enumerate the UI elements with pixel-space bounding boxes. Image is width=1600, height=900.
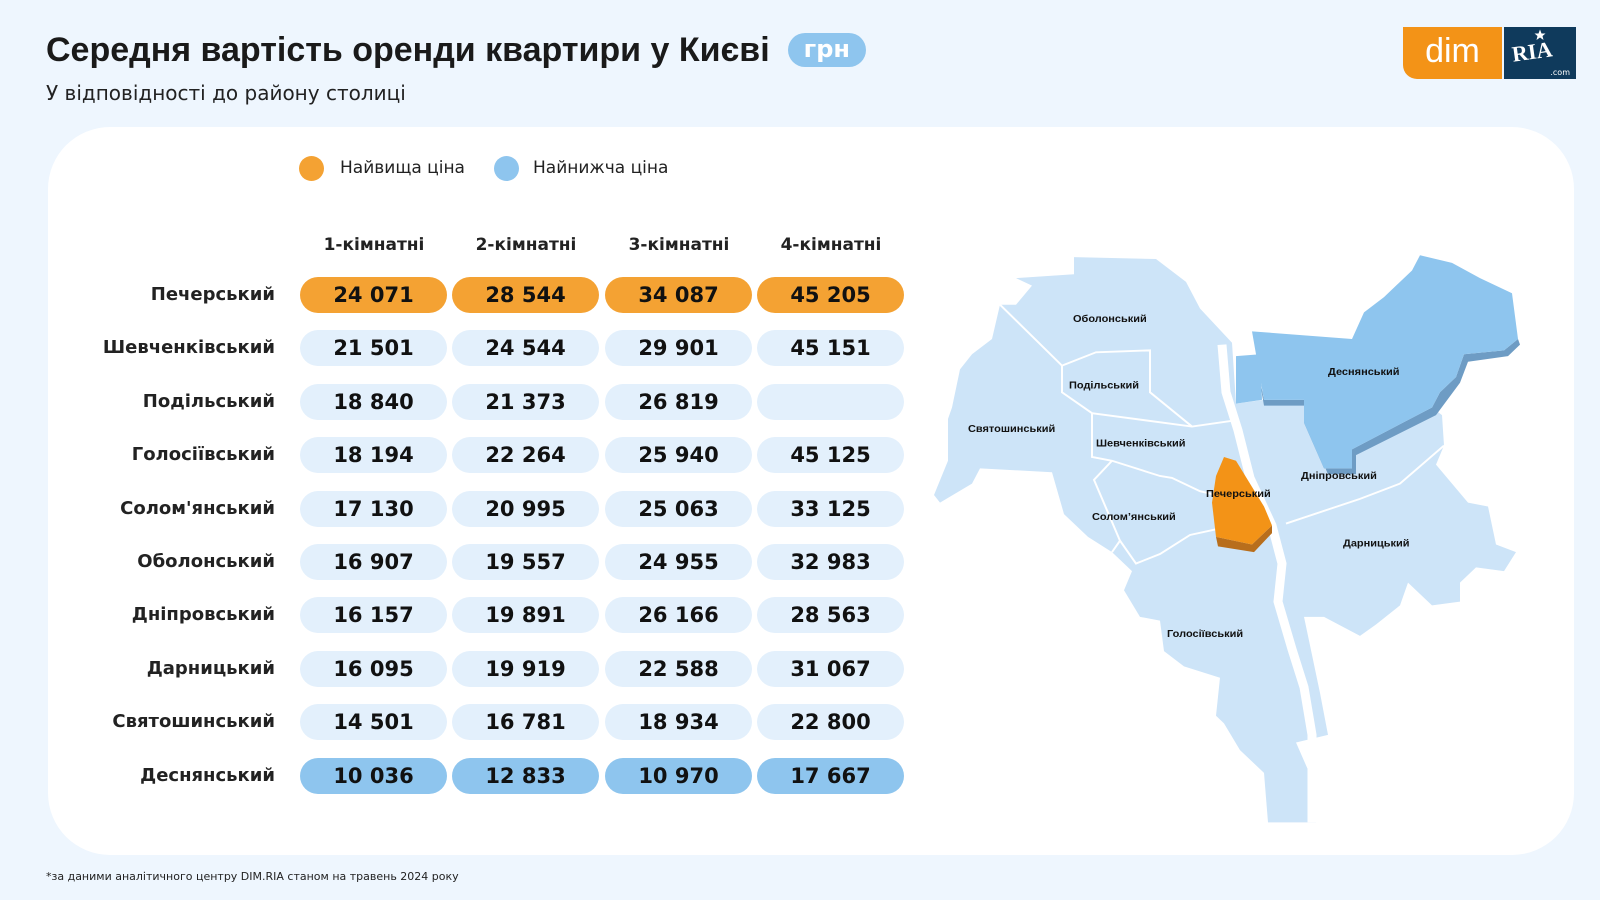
dim-ria-logo: dim RIA .com: [1403, 27, 1576, 79]
row-label-district: Голосіївський: [131, 444, 275, 466]
price-cell: 45 151: [757, 330, 904, 367]
title-row: Середня вартість оренди квартири у Києві…: [46, 28, 866, 72]
price-cell: 20 995: [452, 490, 599, 527]
price-cell: 45 205: [757, 277, 904, 313]
district-pecherskyi: [1212, 456, 1272, 545]
pecherskyi-shadow: [1216, 525, 1272, 553]
price-cell: 16 781: [452, 704, 599, 741]
price-cell: 28 563: [757, 597, 904, 634]
row-label-district: Солом'янський: [120, 497, 275, 519]
price-cell: 14 501: [300, 704, 447, 741]
legend-lowest-label: Найнижча ціна: [533, 158, 669, 178]
price-cell: 31 067: [757, 650, 904, 687]
price-cell: 22 800: [757, 704, 904, 741]
price-cell: 18 840: [300, 383, 447, 420]
price-cell: 22 588: [605, 650, 752, 687]
kyiv-districts-map: Оболонський Подільський Святошинський Ше…: [934, 255, 1520, 823]
unit-badge: грн: [787, 33, 866, 67]
price-cell: 17 130: [300, 490, 447, 527]
row-label-district: Печерський: [150, 284, 275, 305]
price-cell: 10 970: [605, 757, 752, 794]
price-cell: 45 125: [757, 437, 904, 474]
price-cell: 29 901: [605, 330, 752, 367]
legend-highest-dot: [299, 156, 324, 181]
price-cell: 21 373: [452, 383, 599, 420]
map-label-dniprovskyi: Дніпровський: [1301, 470, 1377, 482]
column-header: 3-кімнатні: [628, 235, 730, 255]
price-cell: 16 157: [300, 597, 447, 634]
legend-highest-label: Найвища ціна: [340, 158, 465, 178]
map-label-darnytskyi: Дарницький: [1343, 538, 1410, 550]
price-cell: 17 667: [757, 757, 904, 794]
column-header: 1-кімнатні: [323, 235, 425, 255]
price-cell: 24 544: [452, 330, 599, 367]
map-label-podilskyi: Подільський: [1069, 380, 1139, 392]
price-cell: [757, 383, 904, 420]
district-desnianskyi-island: [1236, 354, 1262, 404]
price-cell: 33 125: [757, 490, 904, 527]
price-cell: 10 036: [300, 757, 447, 794]
dnipro-river: [1217, 344, 1317, 823]
desnianskyi-shadow: [1256, 338, 1520, 475]
price-cell: 34 087: [605, 277, 752, 313]
row-label-district: Шевченківський: [102, 337, 275, 359]
page-subtitle: У відповідності до району столиці: [46, 81, 406, 105]
logo-com-text: .com: [1550, 68, 1570, 77]
column-header: 4-кімнатні: [780, 235, 882, 255]
price-cell: 16 095: [300, 650, 447, 687]
logo-ria: RIA .com: [1504, 27, 1576, 79]
row-label-district: Оболонський: [137, 551, 275, 572]
price-cell: 24 955: [605, 544, 752, 580]
footnote: *за даними аналітичного центру DIM.RIA с…: [46, 870, 459, 883]
column-header: 2-кімнатні: [475, 235, 577, 255]
row-label-district: Деснянський: [140, 764, 275, 786]
price-cell: 28 544: [452, 277, 599, 313]
price-cell: 21 501: [300, 330, 447, 367]
price-cell: 19 557: [452, 544, 599, 580]
row-label-district: Дарницький: [146, 657, 275, 679]
price-cell: 25 940: [605, 437, 752, 474]
map-label-obolonskyi: Оболонський: [1073, 313, 1147, 325]
price-cell: 19 919: [452, 650, 599, 687]
price-cell: 18 934: [605, 704, 752, 741]
price-cell: 26 819: [605, 383, 752, 420]
row-label-district: Дніпровський: [131, 604, 275, 626]
logo-dim: dim: [1403, 27, 1502, 79]
district-borders: [999, 304, 1445, 565]
price-cell: 22 264: [452, 437, 599, 474]
district-desnianskyi: [1252, 255, 1518, 469]
price-cell: 25 063: [605, 490, 752, 527]
row-label-district: Подільський: [142, 390, 275, 412]
price-cell: 24 071: [300, 277, 447, 313]
map-label-sviatoshynskyi: Святошинський: [968, 423, 1055, 435]
logo-ria-text: RIA: [1510, 36, 1554, 67]
map-label-holosiivskyi: Голосіївський: [1167, 628, 1243, 640]
price-cell: 32 983: [757, 544, 904, 580]
page-title: Середня вартість оренди квартири у Києві: [46, 31, 770, 69]
star-icon: [1534, 29, 1546, 40]
map-label-pecherskyi: Печерський: [1206, 488, 1271, 500]
map-label-shevchenkivskyi: Шевченківський: [1096, 438, 1185, 450]
price-cell: 19 891: [452, 597, 599, 634]
price-cell: 12 833: [452, 757, 599, 794]
price-cell: 26 166: [605, 597, 752, 634]
price-cell: 16 907: [300, 544, 447, 580]
map-label-desnianskyi: Деснянський: [1328, 366, 1400, 378]
row-label-district: Святошинський: [112, 711, 275, 733]
map-label-solomianskyi: Солом’янський: [1092, 511, 1176, 523]
legend-lowest-dot: [494, 156, 519, 181]
price-cell: 18 194: [300, 437, 447, 474]
